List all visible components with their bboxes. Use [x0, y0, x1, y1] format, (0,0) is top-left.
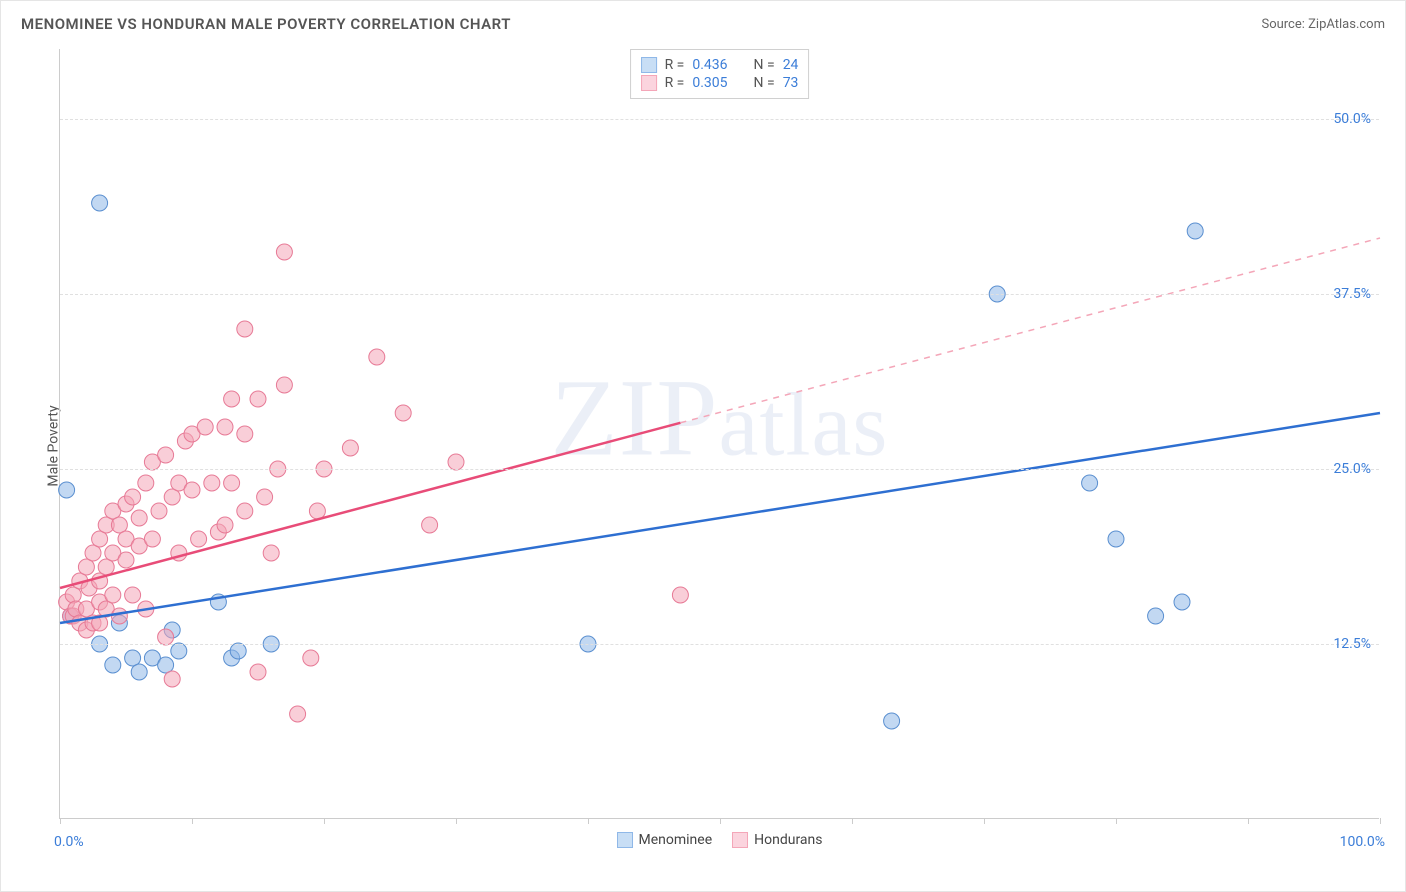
- series-legend-label: Menominee: [639, 832, 713, 848]
- data-point: [1187, 223, 1203, 239]
- data-point: [448, 454, 464, 470]
- data-point: [1148, 608, 1164, 624]
- r-value: 0.305: [692, 75, 727, 91]
- chart-container: MENOMINEE VS HONDURAN MALE POVERTY CORRE…: [0, 0, 1406, 892]
- scatter-svg: [60, 49, 1379, 818]
- r-value: 0.436: [692, 57, 727, 73]
- x-tick: [852, 818, 853, 824]
- trendline: [680, 238, 1380, 423]
- x-tick: [1380, 818, 1381, 824]
- data-point: [276, 244, 292, 260]
- series-legend-item: Hondurans: [732, 832, 822, 848]
- data-point: [395, 405, 411, 421]
- data-point: [1174, 594, 1190, 610]
- data-point: [164, 671, 180, 687]
- data-point: [125, 587, 141, 603]
- data-point: [263, 545, 279, 561]
- data-point: [158, 629, 174, 645]
- data-point: [217, 419, 233, 435]
- x-tick: [588, 818, 589, 824]
- n-label: N =: [754, 57, 775, 73]
- x-axis-min-label: 0.0%: [54, 834, 84, 850]
- data-point: [197, 419, 213, 435]
- data-point: [131, 510, 147, 526]
- plot-area: ZIPatlas R =0.436N =24R =0.305N =73 Meno…: [59, 49, 1379, 819]
- data-point: [224, 475, 240, 491]
- x-axis-max-label: 100.0%: [1340, 834, 1385, 850]
- gridline: [60, 294, 1379, 295]
- stats-legend-row: R = 0.436 N = 24: [641, 56, 799, 74]
- data-point: [237, 426, 253, 442]
- legend-swatch: [732, 832, 748, 848]
- trendline: [60, 413, 1380, 623]
- data-point: [290, 706, 306, 722]
- data-point: [59, 482, 75, 498]
- legend-swatch: [617, 832, 633, 848]
- data-point: [369, 349, 385, 365]
- stats-legend-row: R = 0.305 N = 73: [641, 74, 799, 92]
- chart-title: MENOMINEE VS HONDURAN MALE POVERTY CORRE…: [21, 15, 511, 33]
- data-point: [151, 503, 167, 519]
- data-point: [158, 447, 174, 463]
- series-legend-label: Hondurans: [754, 832, 822, 848]
- data-point: [138, 475, 154, 491]
- y-tick-label: 37.5%: [1333, 286, 1371, 302]
- data-point: [237, 503, 253, 519]
- r-label: R =: [665, 75, 685, 91]
- data-point: [276, 377, 292, 393]
- data-point: [309, 503, 325, 519]
- data-point: [422, 517, 438, 533]
- r-label: R =: [665, 57, 685, 73]
- x-tick: [456, 818, 457, 824]
- x-tick: [984, 818, 985, 824]
- gridline: [60, 119, 1379, 120]
- data-point: [237, 321, 253, 337]
- n-value: 24: [783, 57, 799, 73]
- data-point: [884, 713, 900, 729]
- series-legend: Menominee Hondurans: [617, 832, 823, 848]
- n-value: 73: [783, 75, 799, 91]
- data-point: [1108, 531, 1124, 547]
- y-tick-label: 25.0%: [1333, 461, 1371, 477]
- header: MENOMINEE VS HONDURAN MALE POVERTY CORRE…: [1, 1, 1405, 37]
- x-tick: [1248, 818, 1249, 824]
- legend-swatch: [641, 75, 657, 91]
- x-tick: [720, 818, 721, 824]
- legend-swatch: [641, 57, 657, 73]
- data-point: [105, 657, 121, 673]
- data-point: [250, 391, 266, 407]
- data-point: [217, 517, 233, 533]
- data-point: [342, 440, 358, 456]
- data-point: [230, 643, 246, 659]
- data-point: [303, 650, 319, 666]
- data-point: [111, 608, 127, 624]
- n-label: N =: [754, 75, 775, 91]
- data-point: [118, 552, 134, 568]
- x-tick: [192, 818, 193, 824]
- data-point: [250, 664, 266, 680]
- gridline: [60, 644, 1379, 645]
- source-label: Source: ZipAtlas.com: [1261, 17, 1385, 32]
- x-tick: [60, 818, 61, 824]
- data-point: [105, 587, 121, 603]
- data-point: [184, 482, 200, 498]
- data-point: [1082, 475, 1098, 491]
- x-tick: [324, 818, 325, 824]
- gridline: [60, 469, 1379, 470]
- y-tick-label: 50.0%: [1333, 111, 1371, 127]
- data-point: [204, 475, 220, 491]
- data-point: [257, 489, 273, 505]
- data-point: [171, 643, 187, 659]
- y-tick-label: 12.5%: [1333, 636, 1371, 652]
- data-point: [92, 195, 108, 211]
- data-point: [191, 531, 207, 547]
- data-point: [672, 587, 688, 603]
- data-point: [144, 531, 160, 547]
- data-point: [125, 489, 141, 505]
- series-legend-item: Menominee: [617, 832, 713, 848]
- data-point: [131, 664, 147, 680]
- data-point: [224, 391, 240, 407]
- stats-legend: R = 0.436 N = 24 R = 0.305 N = 73: [630, 49, 810, 99]
- x-tick: [1116, 818, 1117, 824]
